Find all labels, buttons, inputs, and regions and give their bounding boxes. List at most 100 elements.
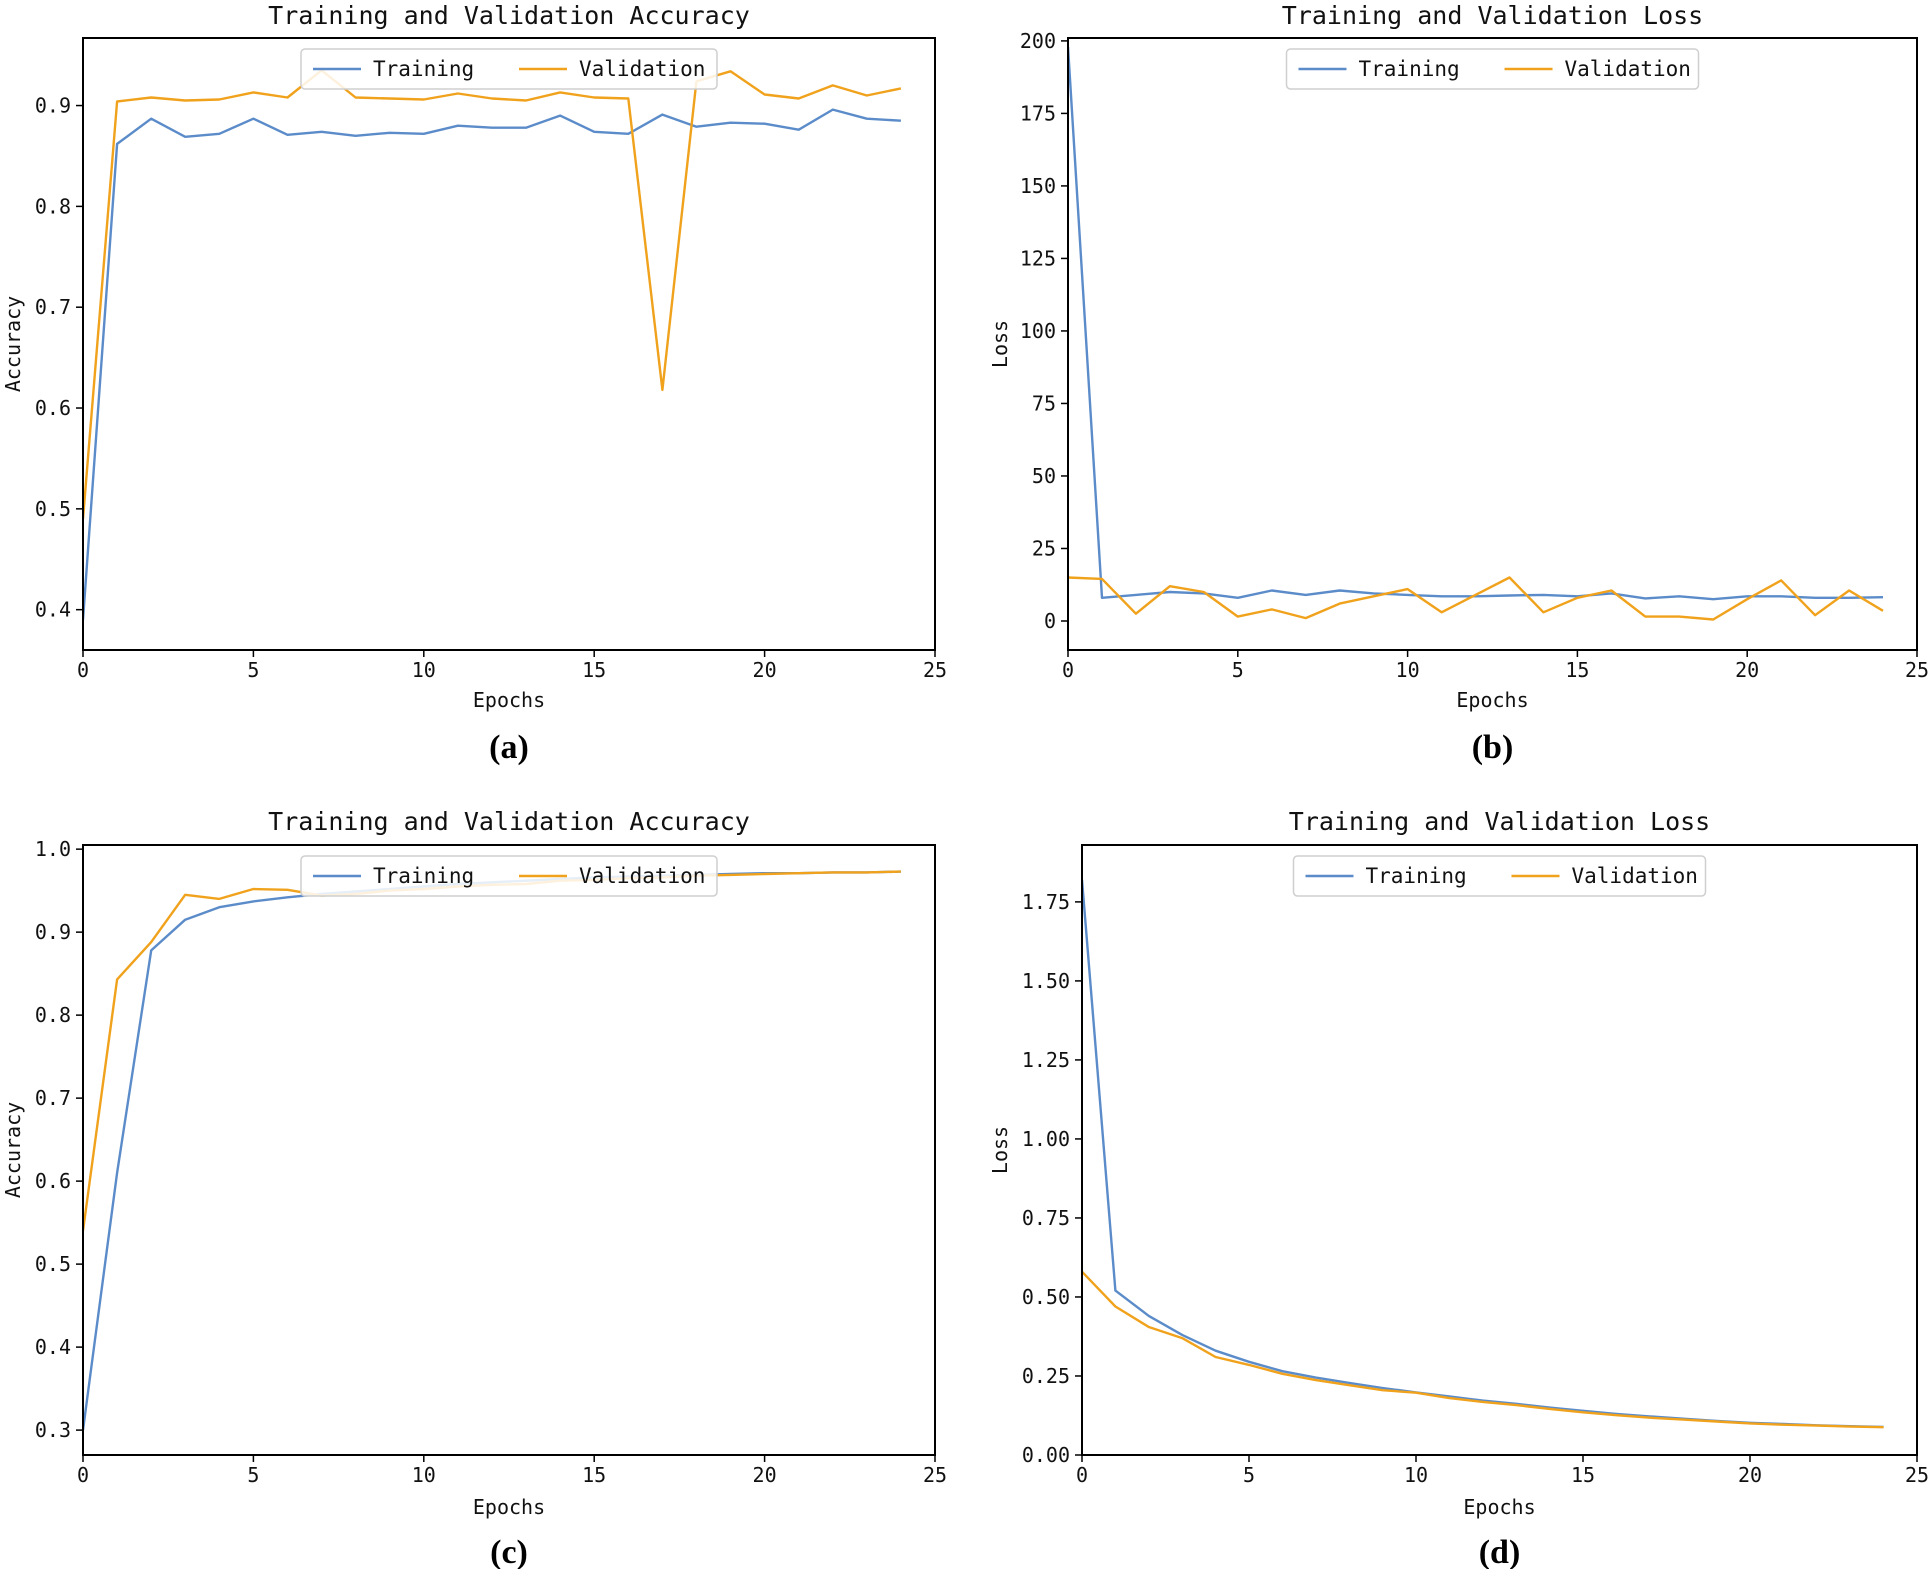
y-tick-label: 200 (1020, 29, 1056, 53)
series-line-training (1082, 879, 1884, 1429)
y-tick-label: 125 (1020, 246, 1056, 270)
plot-frame (1081, 844, 1918, 1456)
chart-title: Training and Validation Loss (1282, 1, 1703, 30)
x-tick-label: 20 (753, 658, 777, 682)
series-line-training (1068, 46, 1884, 601)
x-tick-label: 0 (77, 658, 89, 682)
legend-label-training: Training (373, 57, 474, 81)
y-tick-label: 0.8 (35, 1003, 71, 1027)
legend-label-training: Training (1366, 864, 1467, 888)
y-tick-label: 50 (1032, 464, 1056, 488)
y-tick-label: 0.9 (35, 94, 71, 118)
series-line-validation (1082, 1270, 1884, 1429)
panel-caption: (d) (1479, 1534, 1521, 1569)
x-tick-label: 20 (1738, 1463, 1762, 1487)
y-tick-label: 0.9 (35, 920, 71, 944)
y-tick-label: 1.75 (1022, 890, 1070, 914)
y-tick-label: 1.00 (1022, 1127, 1070, 1151)
x-tick-label: 25 (1905, 658, 1929, 682)
panel-caption: (b) (1472, 729, 1514, 766)
legend-label-validation: Validation (1572, 864, 1698, 888)
y-tick-label: 0.5 (35, 1252, 71, 1276)
panel-c: Training and Validation Accuracy 0 5 10 15 20… (1, 807, 947, 1569)
y-tick-label: 100 (1020, 319, 1056, 343)
chart-title: Training and Validation Accuracy (268, 1, 750, 30)
x-tick-label: 5 (1232, 658, 1244, 682)
y-tick-label: 0.8 (35, 194, 71, 218)
series-line-validation (83, 870, 901, 1232)
y-tick-label: 1.0 (35, 837, 71, 861)
chart-title: Training and Validation Loss (1289, 807, 1710, 836)
legend-label-validation: Validation (579, 864, 705, 888)
x-axis-label: Epochs (473, 688, 545, 712)
y-tick-label: 175 (1020, 101, 1056, 125)
y-tick-label: 0.6 (35, 1169, 71, 1193)
y-tick-label: 0.75 (1022, 1206, 1070, 1230)
y-tick-label: 0.25 (1022, 1364, 1070, 1388)
y-tick-label: 0.7 (35, 295, 71, 319)
y-tick-label: 0.5 (35, 497, 71, 521)
x-tick-label: 10 (412, 1463, 436, 1487)
x-tick-label: 15 (582, 658, 606, 682)
panel-caption: (a) (489, 729, 529, 766)
y-tick-label: 0.00 (1022, 1443, 1070, 1467)
x-axis-label: Epochs (473, 1495, 545, 1519)
series-line-validation (83, 69, 902, 519)
x-tick-label: 5 (247, 1463, 259, 1487)
y-tick-label: 1.25 (1022, 1048, 1070, 1072)
legend-box (1285, 48, 1700, 90)
x-tick-label: 20 (1735, 658, 1759, 682)
legend-label-validation: Validation (1565, 57, 1691, 81)
y-tick-label: 25 (1032, 536, 1056, 560)
y-tick-label: 150 (1020, 174, 1056, 198)
plot-frame (82, 37, 936, 651)
legend-box (300, 48, 718, 90)
x-tick-label: 20 (753, 1463, 777, 1487)
x-tick-label: 5 (247, 658, 259, 682)
y-tick-label: 1.50 (1022, 969, 1070, 993)
series-line-training (83, 870, 901, 1431)
panel-b: Training and Validation Loss 0 5 10 15 20 25 0 2… (988, 1, 1929, 766)
x-tick-label: 25 (1905, 1463, 1929, 1487)
x-axis-label: Epochs (1463, 1495, 1535, 1519)
plot-frame (82, 844, 936, 1456)
y-tick-label: 0.50 (1022, 1285, 1070, 1309)
series-line-training (83, 108, 901, 620)
y-axis-label: Accuracy (1, 296, 25, 392)
x-tick-label: 5 (1243, 1463, 1255, 1487)
legend-box (300, 855, 718, 897)
panel-d: Training and Validation Loss 0 5 10 15 20 25 0.… (988, 807, 1929, 1569)
y-tick-label: 0.6 (35, 396, 71, 420)
x-tick-label: 0 (1076, 1463, 1088, 1487)
legend: Training Validation (300, 855, 718, 897)
y-tick-label: 0 (1044, 609, 1056, 633)
x-tick-label: 15 (1565, 658, 1589, 682)
legend: Training Validation (300, 48, 718, 90)
x-tick-label: 10 (1396, 658, 1420, 682)
y-tick-label: 75 (1032, 391, 1056, 415)
y-tick-label: 0.4 (35, 598, 71, 622)
legend-box (1292, 855, 1707, 897)
legend-label-validation: Validation (579, 57, 705, 81)
y-tick-label: 0.4 (35, 1335, 71, 1359)
legend: Training Validation (1285, 48, 1700, 90)
x-tick-label: 10 (1404, 1463, 1428, 1487)
panel-caption: (c) (490, 1534, 528, 1569)
y-axis-label: Loss (988, 1126, 1012, 1174)
x-axis-label: Epochs (1456, 688, 1528, 712)
y-axis-label: Loss (988, 320, 1012, 368)
legend-label-training: Training (373, 864, 474, 888)
y-axis-label: Accuracy (1, 1102, 25, 1198)
x-tick-label: 10 (412, 658, 436, 682)
y-tick-label: 0.7 (35, 1086, 71, 1110)
x-tick-label: 15 (582, 1463, 606, 1487)
series-line-validation (1068, 576, 1884, 621)
plot-frame (1067, 37, 1918, 651)
x-tick-label: 15 (1571, 1463, 1595, 1487)
legend: Training Validation (1292, 855, 1707, 897)
panel-a: Training and Validation Accuracy 0 5 10 15 20… (1, 1, 947, 766)
x-tick-label: 25 (923, 1463, 947, 1487)
legend-label-training: Training (1359, 57, 1460, 81)
x-tick-label: 25 (923, 658, 947, 682)
